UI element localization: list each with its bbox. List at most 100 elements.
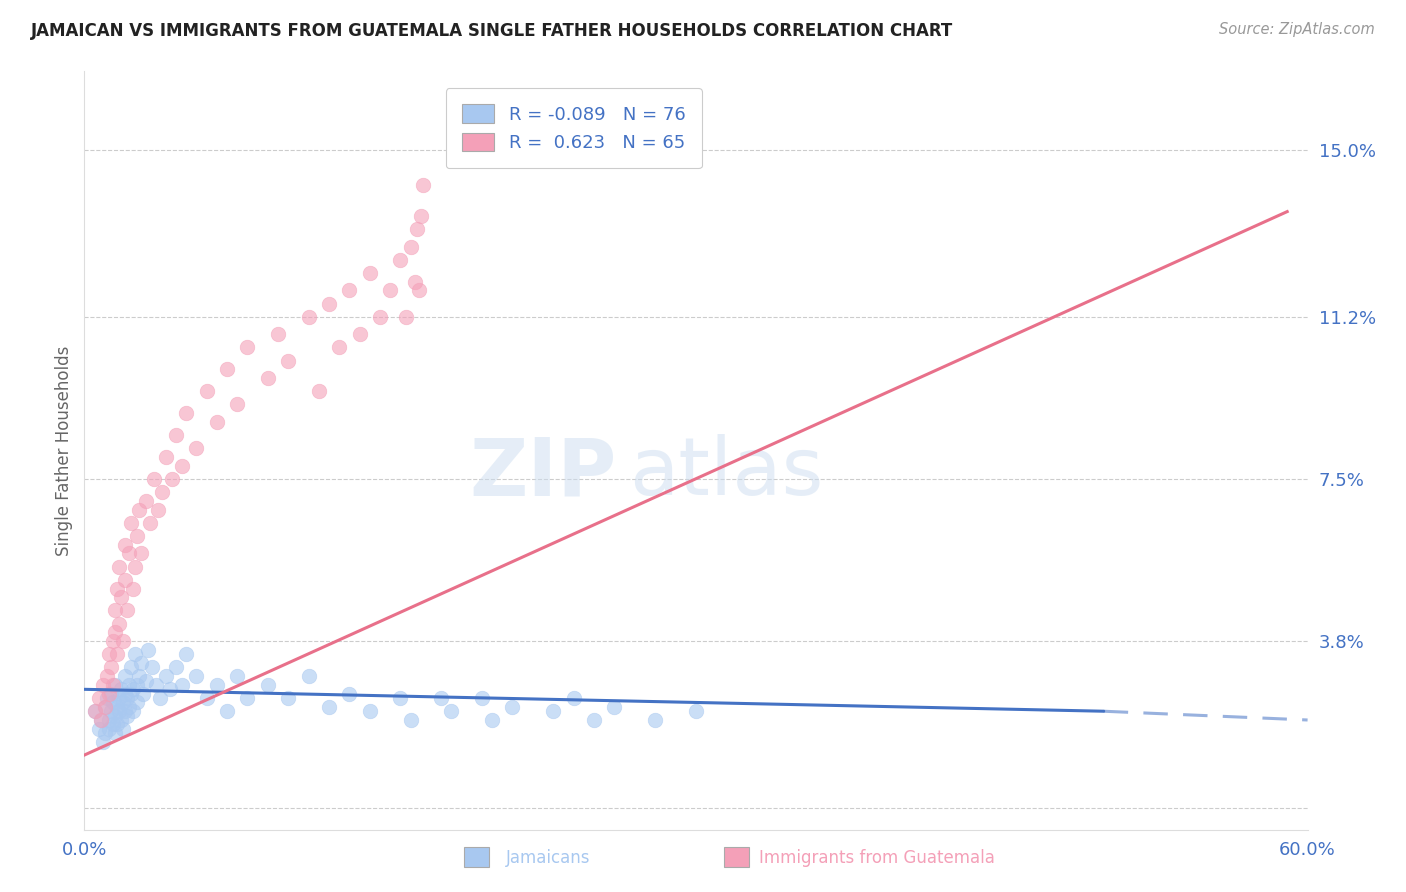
Point	[124, 647, 146, 661]
Point	[105, 699, 128, 714]
Point	[562, 691, 585, 706]
Point	[644, 713, 666, 727]
Point	[165, 660, 187, 674]
Point	[101, 696, 124, 710]
Point	[101, 634, 124, 648]
Point	[155, 450, 177, 464]
Point	[100, 660, 122, 674]
Point	[127, 678, 149, 692]
Point	[114, 687, 136, 701]
Point	[104, 678, 127, 692]
Point	[217, 704, 239, 718]
Point	[118, 699, 141, 714]
Point	[298, 310, 321, 324]
Text: JAMAICAN VS IMMIGRANTS FROM GUATEMALA SINGLE FATHER HOUSEHOLDS CORRELATION CHART: JAMAICAN VS IMMIGRANTS FROM GUATEMALA SI…	[31, 22, 953, 40]
Point	[174, 647, 197, 661]
Point	[83, 704, 105, 718]
Point	[97, 647, 120, 661]
Point	[409, 209, 432, 223]
Point	[124, 559, 146, 574]
Point	[159, 682, 181, 697]
Point	[91, 678, 114, 692]
Point	[471, 691, 494, 706]
Point	[172, 458, 194, 473]
Point	[101, 678, 124, 692]
Point	[405, 222, 427, 236]
Point	[138, 516, 160, 530]
Point	[104, 708, 127, 723]
Point	[160, 472, 183, 486]
Point	[145, 678, 167, 692]
Point	[136, 643, 159, 657]
Text: Jamaicans: Jamaicans	[506, 849, 591, 867]
Text: Source: ZipAtlas.com: Source: ZipAtlas.com	[1219, 22, 1375, 37]
Point	[146, 502, 169, 516]
Point	[174, 406, 197, 420]
Point	[205, 415, 228, 429]
Point	[108, 559, 131, 574]
Point	[110, 682, 132, 697]
Point	[389, 691, 412, 706]
Point	[298, 669, 321, 683]
Point	[603, 699, 626, 714]
Point	[226, 669, 249, 683]
Point	[257, 678, 280, 692]
Point	[93, 699, 115, 714]
Point	[115, 603, 138, 617]
Point	[93, 699, 115, 714]
Point	[308, 384, 330, 399]
Point	[583, 713, 606, 727]
Point	[481, 713, 503, 727]
Point	[87, 691, 110, 706]
Point	[217, 362, 239, 376]
Point	[128, 502, 150, 516]
Point	[389, 252, 412, 267]
Point	[120, 516, 142, 530]
Point	[127, 696, 149, 710]
Point	[100, 704, 122, 718]
Point	[226, 397, 249, 411]
Point	[399, 713, 422, 727]
Point	[110, 591, 132, 605]
Point	[150, 485, 173, 500]
Point	[122, 704, 145, 718]
Point	[120, 660, 142, 674]
Point	[131, 546, 153, 560]
Point	[328, 341, 350, 355]
Point	[87, 722, 110, 736]
Point	[368, 310, 391, 324]
Text: ZIP: ZIP	[470, 434, 616, 512]
Point	[128, 669, 150, 683]
Point	[257, 371, 280, 385]
Point	[122, 582, 145, 596]
Point	[90, 713, 112, 727]
Point	[118, 546, 141, 560]
Point	[339, 687, 361, 701]
Point	[108, 616, 131, 631]
Point	[104, 625, 127, 640]
Point	[236, 341, 259, 355]
Point	[430, 691, 453, 706]
Point	[399, 240, 422, 254]
Point	[112, 722, 135, 736]
Point	[408, 284, 430, 298]
Point	[135, 673, 157, 688]
Point	[172, 678, 194, 692]
Text: Immigrants from Guatemala: Immigrants from Guatemala	[759, 849, 995, 867]
Point	[440, 704, 463, 718]
Text: atlas: atlas	[628, 434, 823, 512]
Point	[195, 691, 218, 706]
Point	[97, 687, 120, 701]
Point	[97, 713, 120, 727]
Point	[100, 687, 122, 701]
Point	[108, 691, 131, 706]
Point	[412, 178, 434, 193]
Point	[90, 713, 112, 727]
Point	[112, 634, 135, 648]
Point	[101, 717, 124, 731]
Point	[155, 669, 177, 683]
Point	[105, 647, 128, 661]
Point	[105, 582, 128, 596]
Point	[380, 284, 402, 298]
Point	[132, 687, 155, 701]
